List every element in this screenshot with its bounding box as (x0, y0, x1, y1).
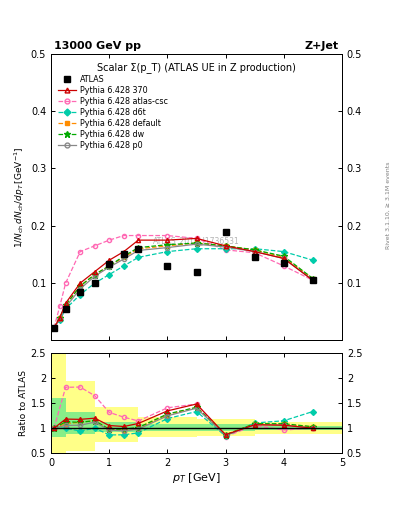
Text: Rivet 3.1.10, ≥ 3.1M events: Rivet 3.1.10, ≥ 3.1M events (386, 161, 391, 248)
Bar (66, 412, 95, 434)
Y-axis label: $1/N_\mathrm{ch}\,dN_\mathrm{ch}/dp_T\,[\mathrm{GeV}^{-1}]$: $1/N_\mathrm{ch}\,dN_\mathrm{ch}/dp_T\,[… (12, 146, 27, 248)
Legend: ATLAS, Pythia 6.428 370, Pythia 6.428 atlas-csc, Pythia 6.428 d6t, Pythia 6.428 : ATLAS, Pythia 6.428 370, Pythia 6.428 at… (58, 75, 168, 150)
Bar (196, 424, 255, 431)
Bar (51, 398, 66, 437)
Y-axis label: Ratio to ATLAS: Ratio to ATLAS (19, 370, 28, 436)
Text: 13000 GeV pp: 13000 GeV pp (54, 41, 141, 51)
Bar (255, 425, 342, 430)
Text: Z+Jet: Z+Jet (305, 41, 339, 51)
Bar (138, 424, 196, 431)
Bar (95, 407, 138, 442)
Bar (138, 417, 196, 437)
Bar (66, 381, 95, 451)
X-axis label: $p_T$ [GeV]: $p_T$ [GeV] (172, 471, 221, 485)
Bar (255, 422, 342, 434)
Text: ATLAS_2019_I1736531: ATLAS_2019_I1736531 (153, 236, 240, 245)
Bar (51, 353, 66, 453)
Bar (95, 422, 138, 432)
Bar (196, 419, 255, 436)
Text: Scalar Σ(p_T) (ATLAS UE in Z production): Scalar Σ(p_T) (ATLAS UE in Z production) (97, 62, 296, 73)
